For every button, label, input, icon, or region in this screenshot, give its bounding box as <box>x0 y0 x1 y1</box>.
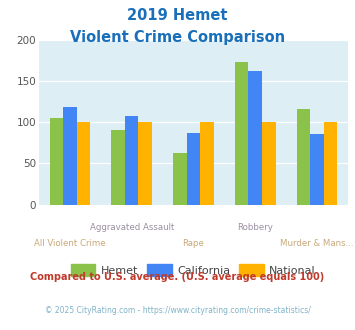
Text: 2019 Hemet: 2019 Hemet <box>127 8 228 23</box>
Bar <box>200 122 214 205</box>
Bar <box>138 122 152 205</box>
Text: All Violent Crime: All Violent Crime <box>34 239 106 248</box>
Text: Robbery: Robbery <box>237 223 273 232</box>
Legend: Hemet, California, National: Hemet, California, National <box>67 260 320 280</box>
Bar <box>77 122 90 205</box>
Text: © 2025 CityRating.com - https://www.cityrating.com/crime-statistics/: © 2025 CityRating.com - https://www.city… <box>45 306 310 315</box>
Text: Murder & Mans...: Murder & Mans... <box>280 239 354 248</box>
Bar <box>125 115 138 205</box>
Bar <box>173 152 187 205</box>
Bar <box>324 122 337 205</box>
Bar <box>63 107 77 205</box>
Bar <box>235 62 248 205</box>
Bar <box>297 109 310 205</box>
Bar <box>111 130 125 205</box>
Bar <box>262 122 275 205</box>
Text: Rape: Rape <box>182 239 204 248</box>
Text: Aggravated Assault: Aggravated Assault <box>89 223 174 232</box>
Bar <box>248 71 262 205</box>
Text: Violent Crime Comparison: Violent Crime Comparison <box>70 30 285 45</box>
Bar <box>50 118 63 205</box>
Bar <box>310 134 324 205</box>
Text: Compared to U.S. average. (U.S. average equals 100): Compared to U.S. average. (U.S. average … <box>31 272 324 282</box>
Bar <box>187 133 200 205</box>
